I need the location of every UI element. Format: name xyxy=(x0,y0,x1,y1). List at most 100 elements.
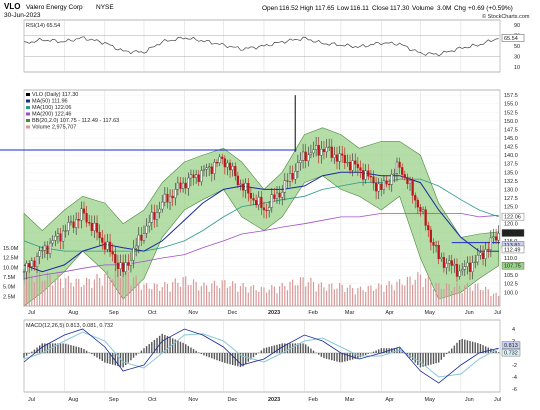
macd-histogram-bar xyxy=(354,353,356,359)
macd-histogram-bar xyxy=(430,353,432,365)
volume-bar xyxy=(477,283,479,306)
macd-histogram-bar xyxy=(346,353,349,361)
candle-body xyxy=(69,221,73,223)
volume-bar xyxy=(151,289,153,306)
volume-bar xyxy=(349,284,351,306)
month-label-top: Jun xyxy=(465,310,474,316)
macd-histogram-bar xyxy=(250,353,252,360)
macd-histogram-bar xyxy=(391,348,393,353)
low-value: 116.11 xyxy=(350,5,369,12)
candle-body xyxy=(307,154,310,162)
price-value-label: 107.75 xyxy=(504,264,521,270)
macd-histogram-bar xyxy=(362,353,364,357)
macd-histogram-bar xyxy=(297,343,299,353)
volume-bar xyxy=(101,285,103,306)
macd-tick-label: -6 xyxy=(512,387,517,393)
volume-bar xyxy=(179,286,182,306)
volume-bar xyxy=(28,268,30,306)
volume-bar xyxy=(46,272,49,306)
volume-bar xyxy=(263,287,265,306)
month-label-bottom: Feb xyxy=(308,397,317,403)
macd-histogram-bar xyxy=(252,353,255,358)
candle-body xyxy=(390,174,393,185)
volume-bar xyxy=(93,279,96,306)
macd-histogram-bar xyxy=(169,337,171,353)
month-label-bottom: Sep xyxy=(109,397,119,403)
candle-body xyxy=(82,208,86,214)
macd-histogram-bar xyxy=(54,343,56,353)
candle-body xyxy=(346,161,349,164)
price-value-box xyxy=(501,229,525,237)
macd-histogram-bar xyxy=(57,343,59,353)
rsi-value-box xyxy=(501,34,525,42)
candle-body xyxy=(338,153,341,162)
volume-bar xyxy=(216,285,218,306)
candle-body xyxy=(328,146,331,148)
volume-bar xyxy=(359,286,362,306)
macd-histogram-bar xyxy=(260,350,263,353)
price-legend-swatch xyxy=(26,93,30,96)
candle-body xyxy=(153,211,156,220)
volume-bar xyxy=(404,285,406,306)
candle-body xyxy=(281,192,284,198)
candle-body xyxy=(414,195,417,201)
macd-histogram-bar xyxy=(31,351,33,353)
candle-body xyxy=(30,260,33,267)
volume-bar xyxy=(456,282,458,306)
volume-bar xyxy=(200,286,202,306)
macd-histogram-bar xyxy=(344,353,346,362)
volume-bar xyxy=(367,285,369,306)
macd-histogram-bar xyxy=(203,353,205,356)
macd-histogram-bar xyxy=(59,343,62,353)
macd-histogram-bar xyxy=(271,346,273,353)
candle-body xyxy=(119,262,122,270)
candle-body xyxy=(343,155,346,164)
macd-histogram-bar xyxy=(51,343,54,353)
candle-body xyxy=(380,183,383,190)
price-tick-label: 127.5 xyxy=(504,196,518,202)
volume-bar xyxy=(159,290,161,306)
volume-bar xyxy=(39,271,41,306)
volume-bar xyxy=(33,282,36,306)
macd-histogram-bar xyxy=(213,353,216,360)
volume-bar xyxy=(114,268,116,306)
candle-body xyxy=(283,180,286,193)
candle-body xyxy=(309,152,313,156)
volume-bar xyxy=(479,289,482,306)
month-label-top: Oct xyxy=(148,310,157,316)
candle-body xyxy=(440,257,443,260)
macd-histogram-bar xyxy=(453,345,456,353)
candle-body xyxy=(437,245,440,260)
candle-body xyxy=(322,148,326,153)
volume-bar xyxy=(396,281,398,306)
volume-bar xyxy=(166,283,169,306)
price-tick-label: 157.5 xyxy=(504,93,518,99)
candle-body xyxy=(221,156,224,159)
candle-body xyxy=(270,194,273,208)
macd-histogram-bar xyxy=(91,353,93,355)
volume-bar xyxy=(125,266,127,306)
macd-histogram-bar xyxy=(302,343,304,353)
volume-bar xyxy=(344,292,346,306)
chg-label: Chg xyxy=(454,5,466,12)
candle-body xyxy=(484,249,487,259)
candle-body xyxy=(364,170,367,180)
candle-body xyxy=(239,183,242,186)
candle-body xyxy=(226,162,229,168)
volume-bar xyxy=(132,277,135,306)
macd-histogram-bar xyxy=(33,349,36,353)
macd-histogram-bar xyxy=(224,353,226,363)
candle-body xyxy=(38,250,41,257)
candle-body xyxy=(268,207,271,211)
rsi-frame xyxy=(23,19,501,73)
volume-bar xyxy=(315,291,317,306)
macd-histogram-bar xyxy=(195,350,197,353)
candle-body xyxy=(427,225,430,231)
macd-histogram-bar xyxy=(380,348,383,353)
volume-bar xyxy=(310,277,312,306)
candle-body xyxy=(182,182,185,189)
volume-bar xyxy=(67,276,69,306)
macd-histogram-bar xyxy=(185,344,187,353)
price-tick-label: 100.0 xyxy=(504,290,518,296)
